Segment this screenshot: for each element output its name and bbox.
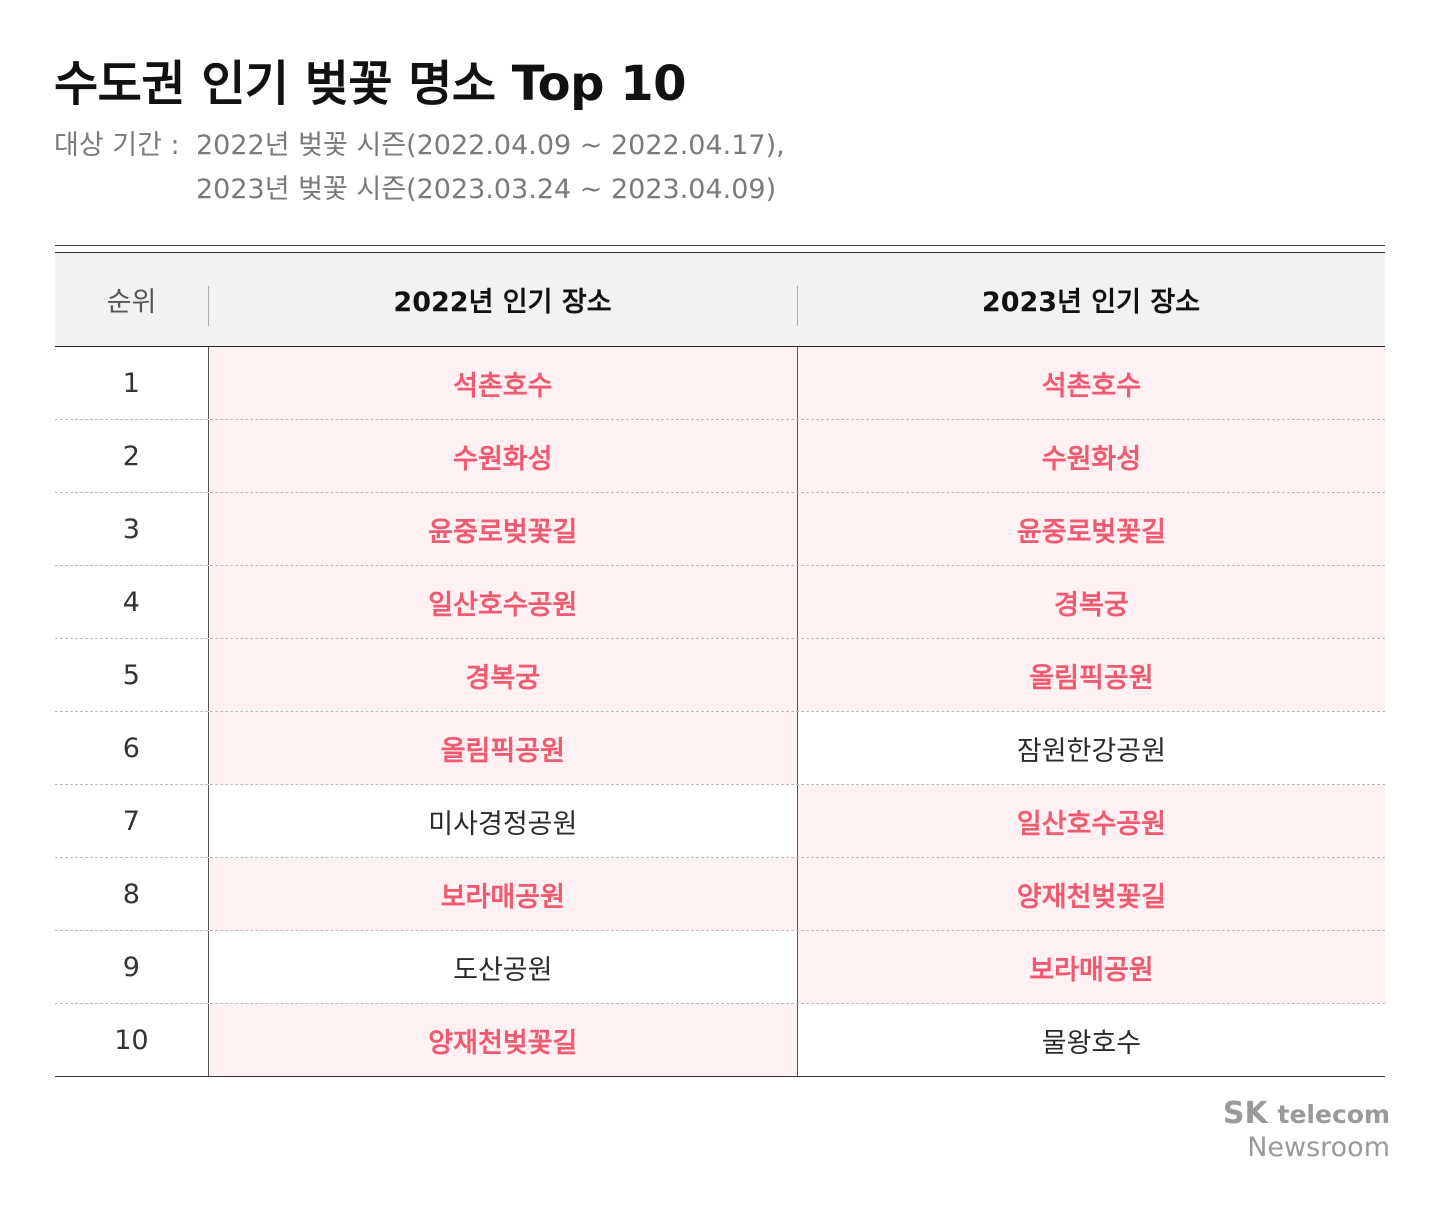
- table-row: 8 보라매공원 양재천벚꽃길: [55, 858, 1385, 931]
- place-2023-cell: 일산호수공원: [796, 785, 1385, 857]
- place-2022-cell: 도산공원: [207, 931, 797, 1003]
- header-2022: 2022년 인기 장소: [208, 253, 797, 346]
- table-row: 10 양재천벚꽃길 물왕호수: [55, 1004, 1385, 1077]
- rank-cell: 1: [122, 367, 140, 399]
- rank-cell: 8: [122, 878, 140, 910]
- table-row: 3 윤중로벚꽃길 윤중로벚꽃길: [55, 493, 1385, 566]
- table-row: 5 경복궁 올림픽공원: [55, 639, 1385, 712]
- ranking-table: 순위 2022년 인기 장소 2023년 인기 장소 1 석촌호수 석촌호수 2 수원화…: [55, 245, 1385, 1077]
- rank-cell: 7: [122, 805, 140, 837]
- logo-brand: SK telecom: [1223, 1097, 1390, 1132]
- table-row: 2 수원화성 수원화성: [55, 420, 1385, 493]
- rank-cell: 5: [122, 659, 140, 691]
- place-2022-cell: 윤중로벚꽃길: [207, 493, 797, 565]
- rank-cell: 9: [122, 951, 140, 983]
- period-note: 대상 기간 : 2022년 벚꽃 시즌(2022.04.09 ~ 2022.04…: [54, 124, 785, 212]
- rank-cell: 4: [122, 586, 140, 618]
- place-2023-cell: 수원화성: [796, 420, 1385, 492]
- table-body: 1 석촌호수 석촌호수 2 수원화성 수원화성 3 윤중로벚꽃길 윤중로벚꽃길 4 일산호수공원 경복…: [55, 347, 1385, 1077]
- table-row: 9 도산공원 보라매공원: [55, 931, 1385, 1004]
- chart-title: 수도권 인기 벚꽃 명소 Top 10: [54, 56, 687, 112]
- logo-newsroom: Newsroom: [1247, 1132, 1390, 1163]
- place-2023-cell: 보라매공원: [796, 931, 1385, 1003]
- table-row: 4 일산호수공원 경복궁: [55, 566, 1385, 639]
- header-rank: 순위: [106, 287, 157, 318]
- sk-telecom-newsroom-logo: SK telecom Newsroom: [1223, 1097, 1390, 1164]
- place-2023-cell: 양재천벚꽃길: [796, 858, 1385, 930]
- place-2022-cell: 일산호수공원: [207, 566, 797, 638]
- place-2022-cell: 올림픽공원: [207, 712, 797, 784]
- rank-cell: 2: [122, 440, 140, 472]
- place-2022-cell: 수원화성: [207, 420, 797, 492]
- place-2023-cell: 석촌호수: [796, 347, 1385, 419]
- place-2022-cell: 경복궁: [207, 639, 797, 711]
- table-header: 순위 2022년 인기 장소 2023년 인기 장소: [55, 252, 1385, 347]
- period-line-2022: 2022년 벚꽃 시즌(2022.04.09 ~ 2022.04.17),: [196, 130, 785, 161]
- place-2023-cell: 잠원한강공원: [796, 712, 1385, 784]
- rank-cell: 10: [114, 1024, 149, 1056]
- place-2023-cell: 물왕호수: [796, 1004, 1385, 1076]
- rank-cell: 6: [122, 732, 140, 764]
- period-label: 대상 기간 :: [54, 130, 180, 161]
- table-row: 7 미사경정공원 일산호수공원: [55, 785, 1385, 858]
- place-2023-cell: 경복궁: [796, 566, 1385, 638]
- place-2022-cell: 미사경정공원: [207, 785, 797, 857]
- place-2022-cell: 보라매공원: [207, 858, 797, 930]
- table-row: 1 석촌호수 석촌호수: [55, 347, 1385, 420]
- period-line-2023: 2023년 벚꽃 시즌(2023.03.24 ~ 2023.04.09): [196, 174, 777, 205]
- rank-cell: 3: [122, 513, 140, 545]
- place-2022-cell: 양재천벚꽃길: [207, 1004, 797, 1076]
- table-row: 6 올림픽공원 잠원한강공원: [55, 712, 1385, 785]
- header-2023: 2023년 인기 장소: [797, 253, 1385, 346]
- place-2023-cell: 윤중로벚꽃길: [796, 493, 1385, 565]
- logo-telecom: telecom: [1277, 1100, 1390, 1129]
- place-2022-cell: 석촌호수: [207, 347, 797, 419]
- place-2023-cell: 올림픽공원: [796, 639, 1385, 711]
- logo-sk: SK: [1222, 1096, 1268, 1131]
